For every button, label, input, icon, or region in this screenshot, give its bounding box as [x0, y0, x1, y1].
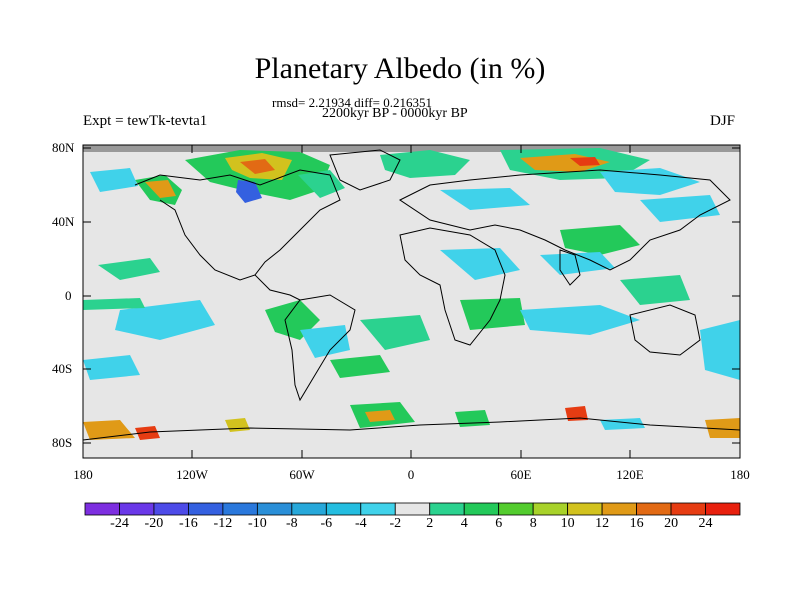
colorbar-box: [498, 502, 534, 516]
lon-label-180e: 180: [730, 467, 750, 482]
patch-antarctic-6: [455, 410, 490, 427]
colorbar-box: [394, 502, 431, 516]
colorbar-box: [119, 502, 155, 516]
patch-eurasia-neg: [600, 168, 700, 195]
plot-title: Planetary Albedo (in %): [254, 52, 546, 85]
patch-arctic-canada-hot: [240, 159, 275, 174]
patch-eq-pacific: [83, 298, 145, 310]
colorbar-label: -20: [144, 516, 164, 531]
period-text: 2200kyr BP - 0000kyr BP: [322, 106, 468, 121]
lon-label-60w: 60W: [289, 467, 315, 482]
patch-s-atlantic: [360, 315, 430, 350]
colorbar-label: 20: [664, 516, 679, 531]
lon-label-180w: 180: [73, 467, 93, 482]
lat-label-80s: 80S: [52, 435, 73, 450]
colorbar-box: [567, 502, 603, 516]
colorbar-label: 12: [595, 516, 610, 531]
colorbar-label: -8: [285, 516, 298, 531]
colorbar-box: [705, 502, 741, 516]
patch-antarctic-8: [705, 418, 740, 438]
colorbar-label: -6: [320, 516, 333, 531]
colorbar-box: [601, 502, 637, 516]
lat-label-40n: 40N: [52, 214, 75, 229]
patch-labrador: [298, 170, 345, 198]
season-label: DJF: [710, 113, 736, 129]
colorbar-box: [188, 502, 224, 516]
colorbar-box: [256, 502, 293, 516]
patch-pacific-tropics-neg: [115, 300, 215, 340]
colorbar-label: 2: [426, 516, 434, 531]
patch-s-pacific-neg: [700, 320, 740, 380]
colorbar-label: -10: [248, 516, 267, 531]
colorbar-box: [636, 502, 672, 516]
patch-n-atlantic: [380, 150, 470, 178]
patch-n-pacific-neg: [90, 168, 138, 192]
lon-label-120w: 120W: [176, 467, 208, 482]
patch-siberia-hot: [570, 157, 600, 166]
colorbar-label: 4: [460, 516, 468, 531]
stats-text: rmsd= 2.21934 diff= 0.216351: [272, 95, 432, 110]
patch-asia-midlat: [560, 225, 640, 255]
colorbar-label: 24: [698, 516, 713, 531]
colorbar-label: -4: [354, 516, 367, 531]
patch-europe-neg: [440, 188, 530, 210]
colorbar-box: [463, 502, 500, 516]
colorbar-label: 16: [629, 516, 644, 531]
lon-label-0: 0: [407, 467, 415, 482]
lon-label-120e: 120E: [616, 467, 644, 482]
patch-antarctic-7: [565, 406, 588, 421]
lat-label-0: 0: [65, 288, 72, 303]
colorbar-label: 6: [495, 516, 503, 531]
lat-label-40s: 40S: [52, 361, 73, 376]
lon-label-60e: 60E: [510, 467, 532, 482]
patch-s-ocean-west: [83, 355, 140, 380]
colorbar-label: -12: [213, 516, 233, 531]
colorbar-label: 8: [529, 516, 537, 531]
patch-indian-ocean: [520, 305, 640, 335]
patch-hudson-negative: [236, 180, 262, 203]
coastlines: [82, 149, 741, 441]
colorbar-box: [84, 502, 120, 516]
patch-maritime: [620, 275, 690, 305]
colorbar-box: [360, 502, 396, 516]
patch-antarctic-2: [135, 426, 160, 440]
patch-alaska-core: [145, 180, 176, 198]
patch-africa-neg: [440, 248, 520, 280]
colorbar-label: -16: [179, 516, 198, 531]
patch-n-pacific-east: [98, 258, 160, 280]
colorbar-box: [532, 502, 569, 516]
patch-south-america-neg: [300, 325, 350, 358]
patch-s-ocean-mid: [330, 355, 390, 378]
colorbar-label: -24: [110, 516, 129, 531]
lat-label-80n: 80N: [52, 140, 75, 155]
colorbar-box: [325, 502, 362, 516]
colorbar-box: [222, 502, 258, 516]
colorbar-box: [153, 502, 189, 516]
patch-antarctic-5: [365, 410, 395, 422]
colorbar: [84, 502, 741, 516]
colorbar-box: [670, 502, 706, 516]
experiment-label: Expt = tewTk-tevta1: [83, 113, 208, 129]
colorbar-label: -2: [389, 516, 402, 531]
axis-ticks: [82, 145, 741, 458]
colorbar-box: [291, 502, 327, 516]
colorbar-label: 10: [560, 516, 575, 531]
colorbar-box: [429, 502, 465, 516]
